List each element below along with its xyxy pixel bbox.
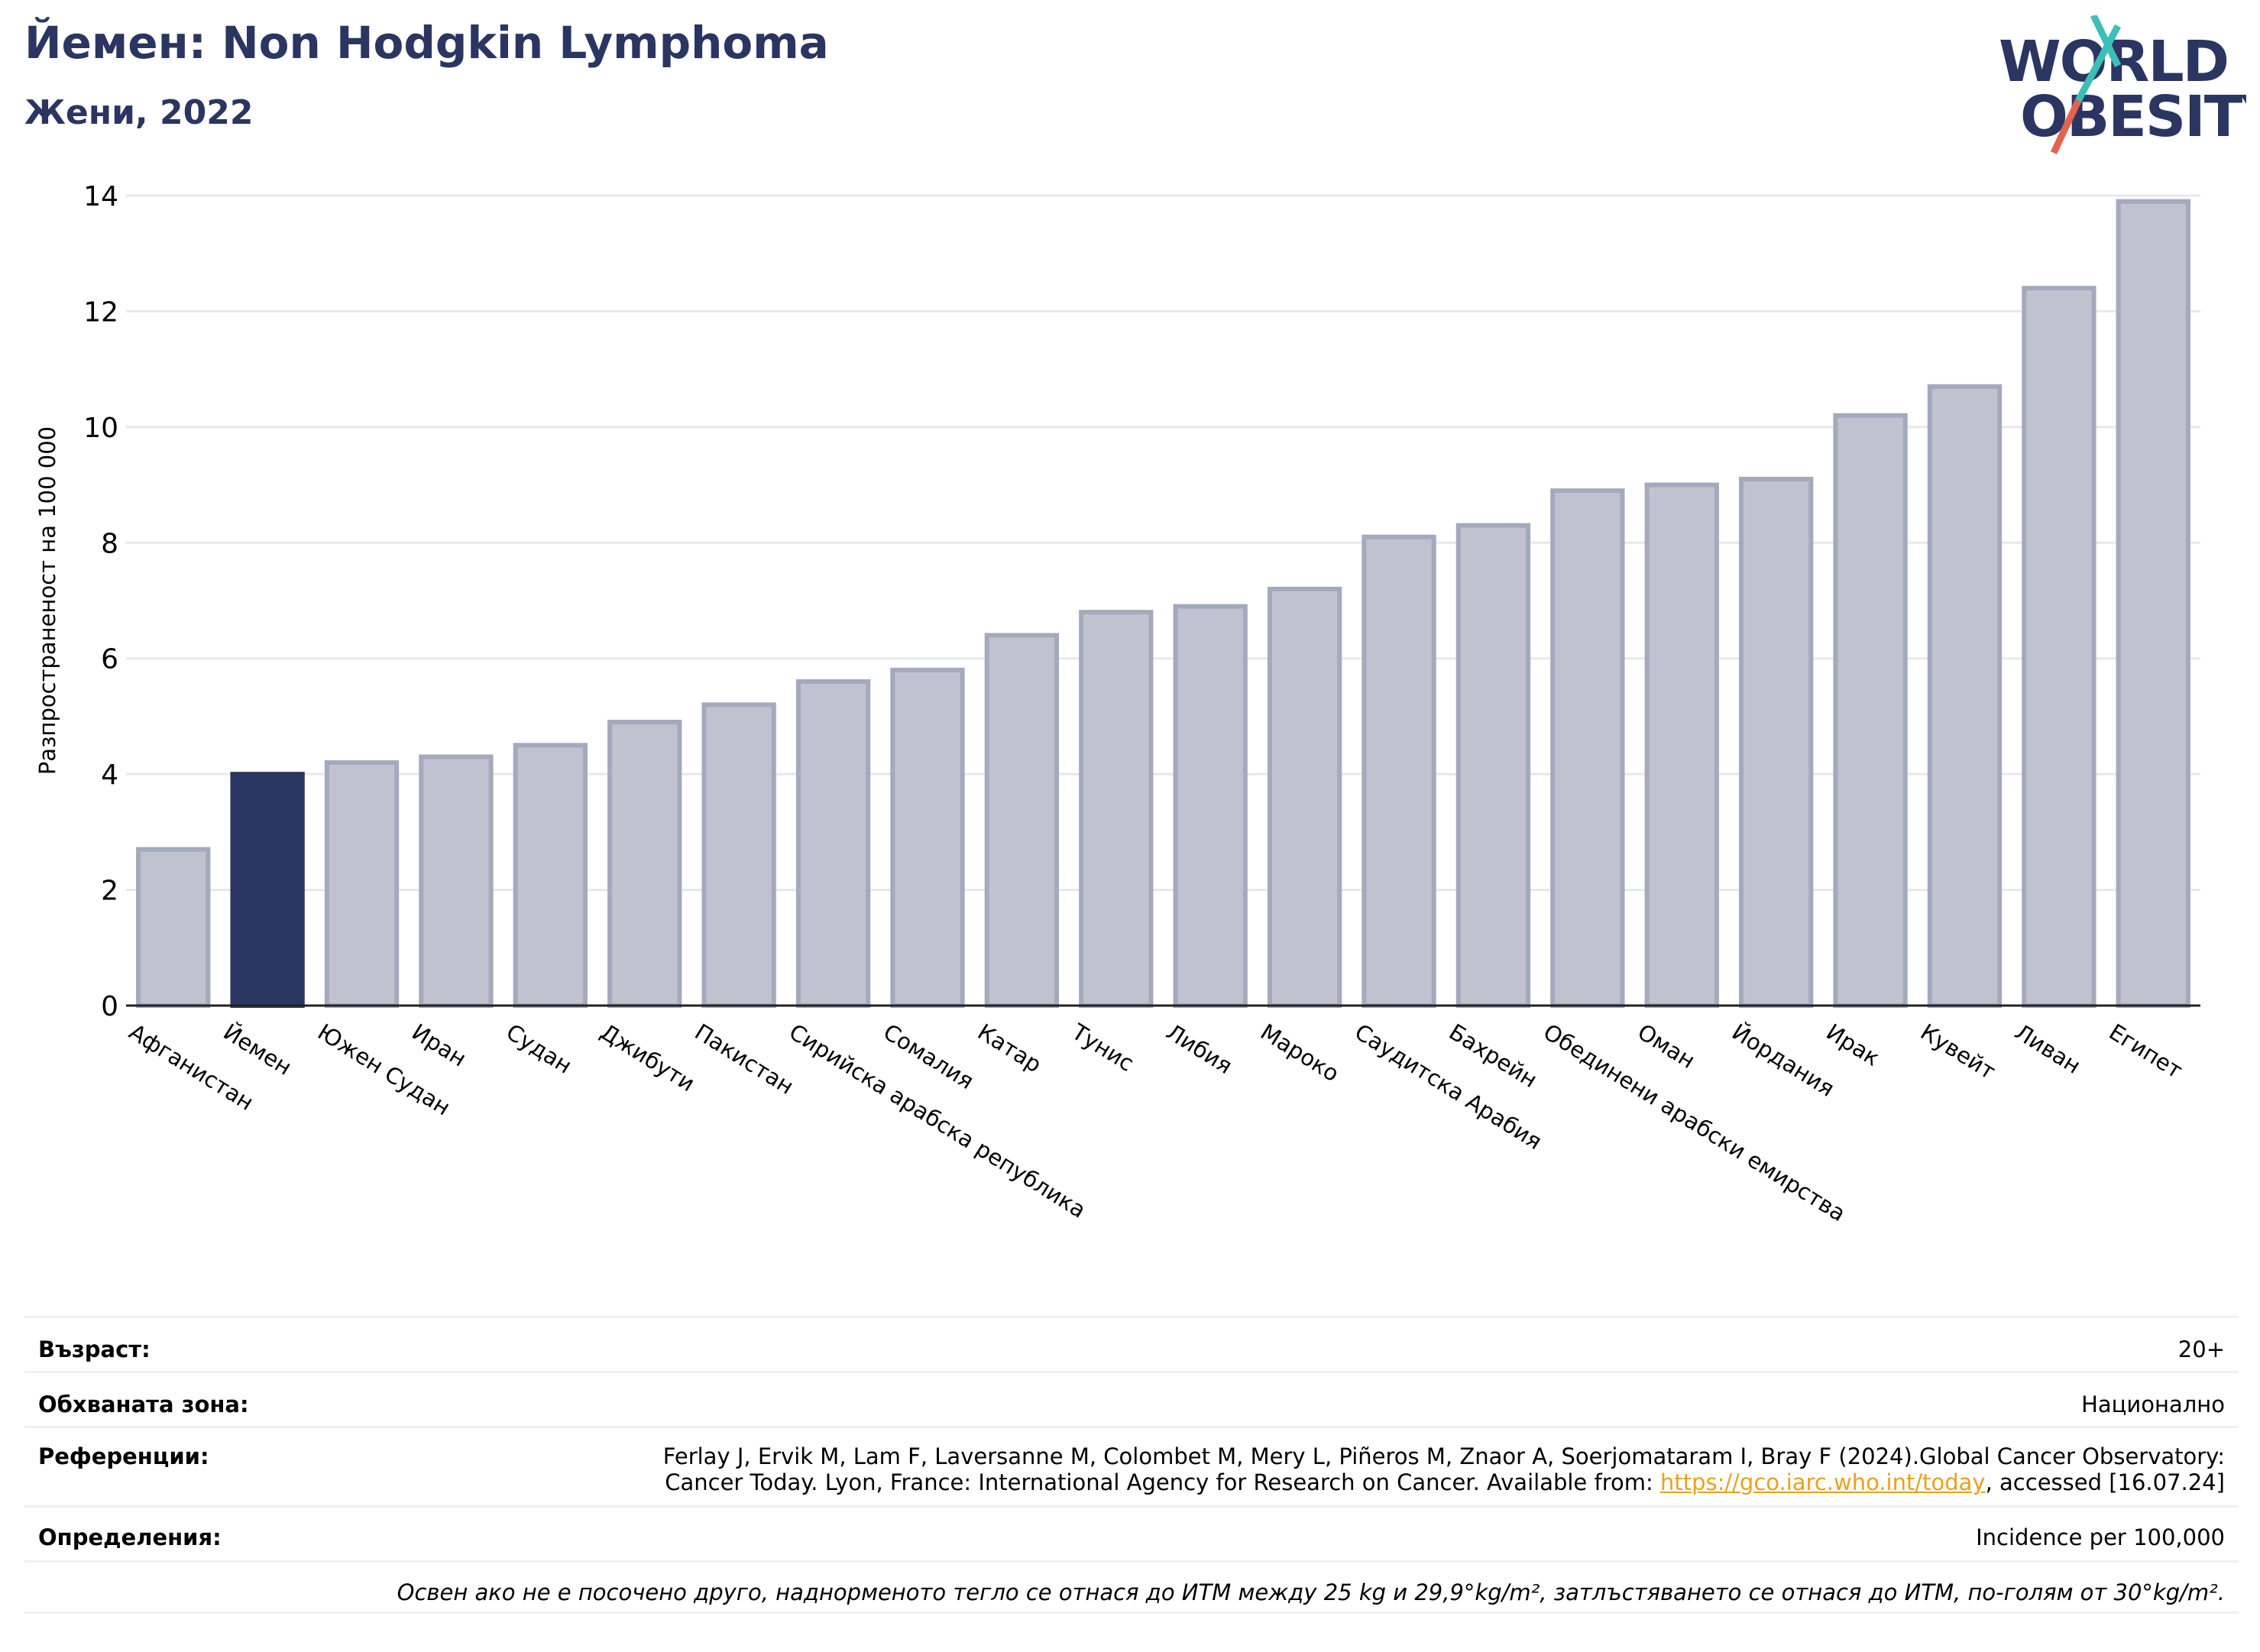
bar-3 [419,754,494,1009]
y-tick-label: 12 [83,296,118,328]
x-tick-label: Пакистан [690,1019,798,1100]
bar-11 [1173,604,1248,1008]
reference-line-1: Ferlay J, Ervik M, Lam F, Laversanne M, … [662,1443,2225,1469]
bar-20 [2022,286,2096,1008]
age-label: Възраст: [38,1336,151,1362]
page-subtitle: Жени, 2022 [24,93,254,132]
y-tick-labels: 0 2 4 6 8 10 12 14 [83,181,118,1022]
x-tick-label: Катар [973,1019,1047,1077]
y-axis-label: Разпространеност на 100 000 [34,426,60,775]
x-tick-label: Тунис [1067,1019,1138,1077]
info-row-references: Референции: Ferlay J, Ervik M, Lam F, La… [24,1426,2239,1505]
bar-2 [324,760,400,1008]
bar-9 [984,633,1060,1009]
x-tick-label: Кувейт [1916,1019,2000,1084]
info-row-area: Обхваната зона: Национално [24,1371,2239,1426]
bar-13 [1362,534,1436,1008]
info-table: Възраст: 20+ Обхваната зона: Национално … [24,1316,2239,1614]
reference-accessed: , accessed [16.07.24] [1985,1469,2225,1495]
y-tick-label: 14 [83,181,118,212]
x-tick-label: Судан [502,1019,577,1079]
x-tick-label: Джибути [596,1019,699,1096]
y-tick-label: 10 [83,413,118,444]
reference-link[interactable]: https://gco.iarc.who.int/today [1659,1469,1986,1495]
x-tick-label: Либия [1161,1019,1236,1079]
bar-10 [1079,610,1154,1008]
definitions-value: Incidence per 100,000 [1976,1524,2225,1550]
bar-18 [1833,413,1908,1008]
y-tick-label: 8 [101,528,118,559]
y-tick-label: 0 [101,991,118,1022]
x-tick-label: Йемен [219,1019,296,1080]
x-tick-label: Йордания [1727,1019,1839,1102]
area-label: Обхваната зона: [38,1391,249,1417]
bar-7 [795,679,871,1008]
bar-12 [1267,586,1342,1008]
bar-19 [1927,384,2003,1009]
bar-4 [513,743,588,1008]
bar-15 [1550,488,1625,1008]
y-tick-label: 4 [101,760,118,791]
age-value: 20+ [2177,1336,2225,1362]
bar-0 [136,847,211,1008]
info-row-age: Възраст: 20+ [24,1316,2239,1371]
reference-line-2: Cancer Today. Lyon, France: Internationa… [665,1469,1660,1495]
x-tick-label: Оман [1633,1019,1700,1074]
bar-17 [1738,477,1814,1008]
bar-1 [230,772,305,1009]
definitions-label: Определения: [38,1524,222,1550]
bar-8 [890,667,965,1008]
world-obesity-logo: WORLD OBESITY [1999,15,2246,154]
y-tick-label: 2 [101,876,118,907]
info-row-note: Освен ако не е посочено друго, наднормен… [24,1560,2239,1614]
area-value: Национално [2081,1391,2225,1417]
bar-16 [1644,482,1719,1008]
bar-5 [607,720,682,1008]
x-tick-label: Ирак [1821,1019,1884,1071]
bar-14 [1455,523,1531,1008]
info-row-definitions: Определения: Incidence per 100,000 [24,1505,2239,1560]
definition-note: Освен ако не е посочено друго, наднормен… [397,1579,2225,1605]
bar-6 [701,702,776,1008]
x-tick-label: Иран [407,1019,471,1072]
x-tick-label: Египет [2105,1019,2187,1084]
references-value: Ferlay J, Ervik M, Lam F, Laversanne M, … [663,1443,2225,1495]
bar-21 [2116,199,2190,1009]
references-label: Референции: [38,1443,209,1469]
x-tick-label: Ливан [2010,1019,2085,1079]
x-tick-label: Мароко [1256,1019,1344,1087]
y-tick-label: 6 [101,644,118,675]
bars [136,199,2190,1009]
page-title: Йемен: Non Hodgkin Lymphoma [24,17,829,69]
